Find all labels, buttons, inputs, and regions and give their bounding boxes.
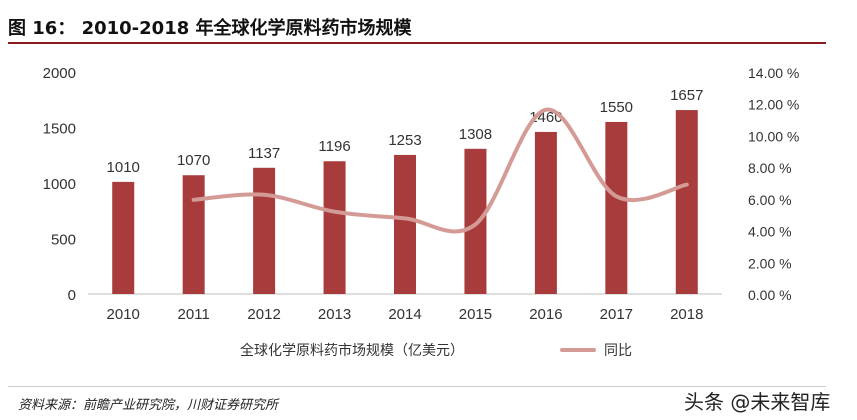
y-right-tick-label: 6.00 % (748, 192, 792, 208)
growth-point (614, 194, 618, 198)
x-tick-label: 2016 (529, 306, 562, 323)
growth-point (473, 222, 477, 226)
x-tick-label: 2014 (388, 306, 421, 323)
page-title: 图 16： 2010-2018 年全球化学原料药市场规模 (8, 18, 412, 39)
growth-line (191, 107, 689, 234)
bar-line-chart: 0 500 1000 1500 2000 0.00 % 2.00 % 4.00 % 6.00 %… (43, 65, 800, 323)
y-left-tick-label: 0 (68, 287, 76, 304)
growth-point (403, 216, 407, 220)
bar-data-label: 1070 (177, 152, 210, 169)
y-left-tick-label: 500 (51, 232, 76, 249)
footer-divider (8, 386, 826, 387)
x-tick-label: 2011 (178, 306, 210, 323)
growth-point (685, 183, 689, 187)
legend-item-bar: 全球化学原料药市场规模（亿美元） (240, 340, 464, 360)
legend-bar-label: 全球化学原料药市场规模（亿美元） (240, 343, 464, 359)
x-tick-label: 2012 (247, 306, 280, 323)
bar (675, 110, 698, 294)
bar-data-label: 1253 (388, 132, 421, 149)
y-right-tick-label: 4.00 % (748, 224, 792, 240)
growth-point (544, 108, 548, 112)
bar-data-label: 1550 (600, 99, 633, 116)
y-left-tick-label: 2000 (43, 65, 76, 82)
x-tick-label: 2013 (318, 306, 351, 323)
bar-data-label: 1196 (318, 138, 350, 155)
x-tick-label: 2010 (107, 306, 140, 323)
bar (394, 154, 416, 294)
watermark: 头条 @未来智库 (684, 390, 831, 414)
y-right-tick-label: 2.00 % (748, 255, 792, 271)
legend-line-swatch (560, 348, 596, 352)
y-right-tick-label: 14.00 % (748, 65, 799, 81)
bar (253, 167, 276, 294)
x-tick-label: 2018 (670, 306, 703, 323)
y-right-tick-label: 0.00 % (748, 287, 792, 303)
bar (464, 148, 487, 294)
legend-line-label: 同比 (604, 343, 632, 359)
chart-legend: 全球化学原料药市场规模（亿美元） 同比 (0, 340, 857, 364)
growth-point (262, 193, 266, 197)
y-right-tick-label: 12.00 % (748, 97, 799, 113)
y-left-tick-label: 1000 (43, 176, 76, 193)
bar-data-label: 1308 (459, 126, 492, 143)
bar (112, 181, 135, 294)
title-divider (8, 42, 826, 44)
bar-data-label: 1010 (107, 159, 140, 176)
y-right-tick-label: 8.00 % (748, 160, 792, 176)
bar (534, 131, 557, 294)
bar (182, 175, 205, 294)
growth-point (192, 198, 196, 202)
y-left-tick-label: 1500 (43, 121, 76, 138)
bar-data-label: 1657 (670, 87, 703, 104)
bar (323, 161, 346, 294)
bar (605, 121, 628, 294)
x-tick-label: 2015 (459, 306, 492, 323)
x-tick-label: 2017 (600, 306, 633, 323)
y-right-tick-label: 10.00 % (748, 128, 799, 144)
bar-data-label: 1137 (248, 145, 280, 162)
source-note: 资料来源：前瞻产业研究院，川财证券研究所 (18, 398, 279, 413)
growth-point (333, 210, 337, 214)
legend-item-line: 同比 (560, 340, 632, 360)
